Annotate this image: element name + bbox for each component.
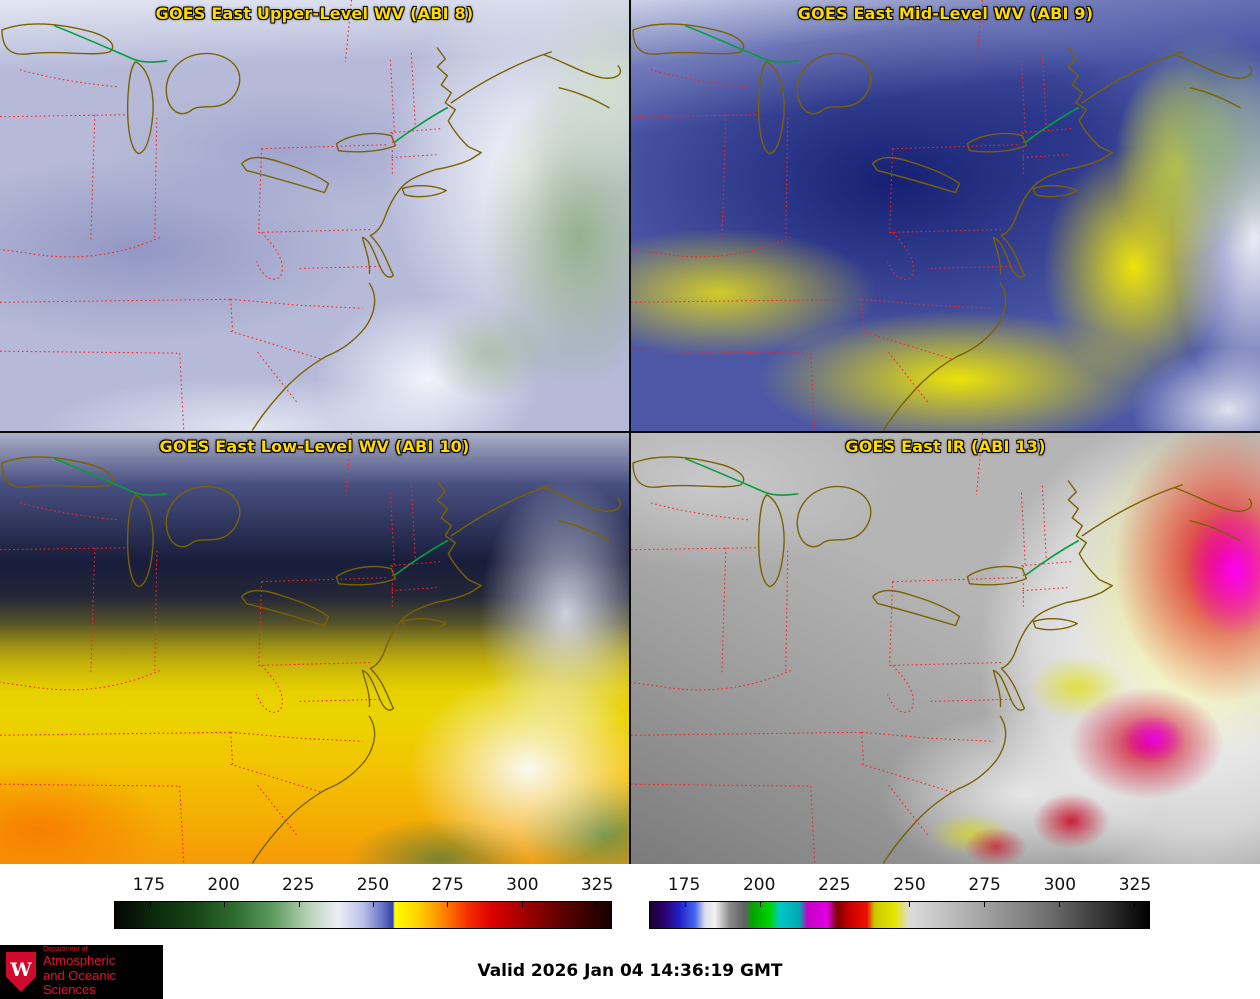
satellite-panel-grid: GOES East Upper-Level WV (ABI 8) GOES Ea…	[0, 0, 1260, 864]
ir-colorbar: 175 200 225 250 275 300 325	[649, 875, 1152, 929]
map-overlay	[0, 433, 622, 864]
map-overlay	[631, 0, 1253, 431]
ir-colorbar-tick-labels: 175 200 225 250 275 300 325	[649, 875, 1152, 896]
panel-mid-level-wv: GOES East Mid-Level WV (ABI 9)	[631, 0, 1260, 431]
panel-title-low-level-wv: GOES East Low-Level WV (ABI 10)	[159, 437, 470, 456]
footer: W Department of Atmospheric and Oceanic …	[0, 944, 1260, 999]
tick-label: 300	[506, 875, 539, 895]
tick-label: 300	[1043, 875, 1077, 895]
ir-colorbar-gradient	[649, 901, 1150, 929]
satellite-image-mid-level-wv	[631, 0, 1260, 431]
tick-label: 175	[667, 875, 701, 895]
colorbar-row: 175 200 225 250 275 300 325 175 200 225 …	[0, 864, 1260, 944]
tick-label: 175	[132, 875, 166, 895]
tick-label: 325	[580, 875, 614, 895]
wv-colorbar-tick-labels: 175 200 225 250 275 300 325	[114, 875, 614, 896]
panel-ir: GOES East IR (ABI 13)	[631, 433, 1260, 864]
tick-label: 225	[818, 875, 851, 895]
tick-label: 200	[207, 875, 240, 895]
uw-crest-icon: W	[6, 952, 36, 992]
crest-letter: W	[10, 959, 32, 981]
satellite-image-ir	[631, 433, 1260, 864]
tick-label: 200	[742, 875, 776, 895]
map-overlay	[0, 0, 622, 431]
valid-time-label: Valid 2026 Jan 04 14:36:19 GMT	[477, 961, 783, 981]
tick-label: 325	[1118, 875, 1152, 895]
satellite-image-upper-level-wv	[0, 0, 629, 431]
tick-label: 250	[356, 875, 390, 895]
logo-department-label: Department of	[43, 945, 88, 953]
map-overlay	[631, 433, 1253, 864]
wv-colorbar-gradient	[114, 901, 612, 929]
tick-label: 225	[282, 875, 315, 895]
logo-name-line-2: and Oceanic Sciences	[43, 967, 116, 998]
tick-label: 275	[968, 875, 1001, 895]
panel-title-mid-level-wv: GOES East Mid-Level WV (ABI 9)	[797, 4, 1094, 23]
uw-aos-logo: W Department of Atmospheric and Oceanic …	[0, 945, 163, 999]
panel-upper-level-wv: GOES East Upper-Level WV (ABI 8)	[0, 0, 629, 431]
wv-colorbar: 175 200 225 250 275 300 325	[114, 875, 614, 929]
panel-low-level-wv: GOES East Low-Level WV (ABI 10)	[0, 433, 629, 864]
logo-name-line-1: Atmospheric	[43, 952, 116, 968]
tick-label: 275	[431, 875, 464, 895]
satellite-image-low-level-wv	[0, 433, 629, 864]
logo-text: Department of Atmospheric and Oceanic Sc…	[43, 946, 163, 999]
tick-label: 250	[893, 875, 926, 895]
panel-title-upper-level-wv: GOES East Upper-Level WV (ABI 8)	[155, 4, 474, 23]
panel-title-ir: GOES East IR (ABI 13)	[845, 437, 1046, 456]
